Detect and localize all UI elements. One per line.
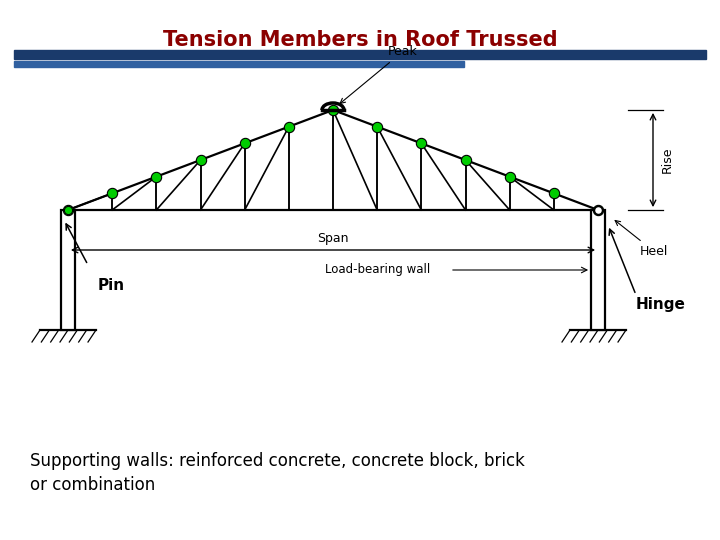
Point: [62, 206, 73, 214]
Text: Supporting walls: reinforced concrete, concrete block, brick
or combination: Supporting walls: reinforced concrete, c…: [30, 452, 525, 494]
Point: [62, 206, 73, 214]
Point: [194, 156, 206, 164]
Point: [548, 189, 559, 198]
Text: Span: Span: [318, 232, 348, 245]
Bar: [14, 50, 706, 59]
Text: Tension Members in Roof Trussed: Tension Members in Roof Trussed: [163, 30, 557, 50]
Point: [283, 123, 294, 131]
Point: [372, 123, 383, 131]
Text: Hinge: Hinge: [636, 298, 686, 313]
Text: Load-bearing wall: Load-bearing wall: [325, 264, 431, 276]
Point: [593, 206, 604, 214]
Point: [460, 156, 472, 164]
Text: Heel: Heel: [615, 220, 668, 258]
Bar: [591, 210, 605, 330]
Text: Peak: Peak: [340, 45, 418, 104]
Point: [504, 172, 516, 181]
Text: Pin: Pin: [98, 278, 125, 293]
Point: [239, 139, 251, 147]
Point: [107, 189, 118, 198]
Bar: [14, 61, 464, 67]
Point: [415, 139, 427, 147]
Point: [327, 106, 339, 114]
Point: [150, 172, 162, 181]
Bar: [61, 210, 75, 330]
Point: [593, 206, 604, 214]
Text: Rise: Rise: [661, 147, 674, 173]
